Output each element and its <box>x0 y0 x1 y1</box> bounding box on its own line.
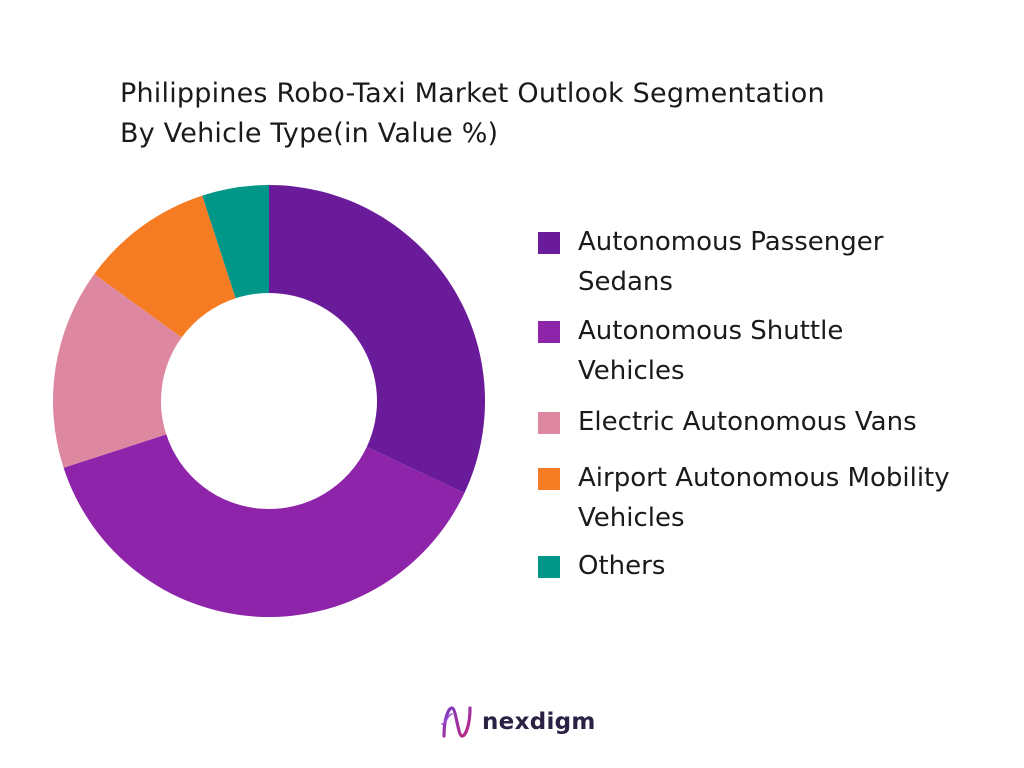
chart-title: Philippines Robo-Taxi Market Outlook Seg… <box>120 74 940 154</box>
legend-label-others: Others <box>578 551 666 581</box>
legend-swatch-autonomous-passenger-sedans <box>538 232 560 254</box>
nexdigm-logo-icon <box>441 706 472 738</box>
donut-chart <box>53 185 485 618</box>
legend-label-airport-autonomous-mobility-vehicles: Airport Autonomous Mobility Vehicles <box>578 463 950 533</box>
legend-item-others: Others <box>538 546 1008 586</box>
legend-item-autonomous-shuttle-vehicles: Autonomous Shuttle Vehicles <box>538 311 918 391</box>
donut-slice-electric-autonomous-vans <box>53 274 182 468</box>
chart-title-line-1: Philippines Robo-Taxi Market Outlook Seg… <box>120 78 825 109</box>
donut-slice-autonomous-passenger-sedans <box>269 185 485 493</box>
legend-swatch-autonomous-shuttle-vehicles <box>538 321 560 343</box>
donut-slice-airport-autonomous-mobility-vehicles <box>94 195 236 338</box>
legend-item-airport-autonomous-mobility-vehicles: Airport Autonomous Mobility Vehicles <box>538 458 1018 538</box>
legend-swatch-others <box>538 556 560 578</box>
legend-swatch-electric-autonomous-vans <box>538 412 560 434</box>
legend-label-electric-autonomous-vans: Electric Autonomous Vans <box>578 407 917 437</box>
brand-footer: nexdigm <box>440 702 596 742</box>
legend-swatch-airport-autonomous-mobility-vehicles <box>538 468 560 490</box>
logo-text: nexdigm <box>482 709 596 735</box>
chart-title-line-2: By Vehicle Type(in Value %) <box>120 118 499 149</box>
legend-item-autonomous-passenger-sedans: Autonomous Passenger Sedans <box>538 222 958 302</box>
legend-label-autonomous-shuttle-vehicles: Autonomous Shuttle Vehicles <box>578 316 844 386</box>
legend-label-autonomous-passenger-sedans: Autonomous Passenger Sedans <box>578 227 884 297</box>
donut-slice-autonomous-shuttle-vehicles <box>63 434 465 618</box>
donut-slice-others <box>202 185 269 299</box>
legend-item-electric-autonomous-vans: Electric Autonomous Vans <box>538 402 1008 442</box>
